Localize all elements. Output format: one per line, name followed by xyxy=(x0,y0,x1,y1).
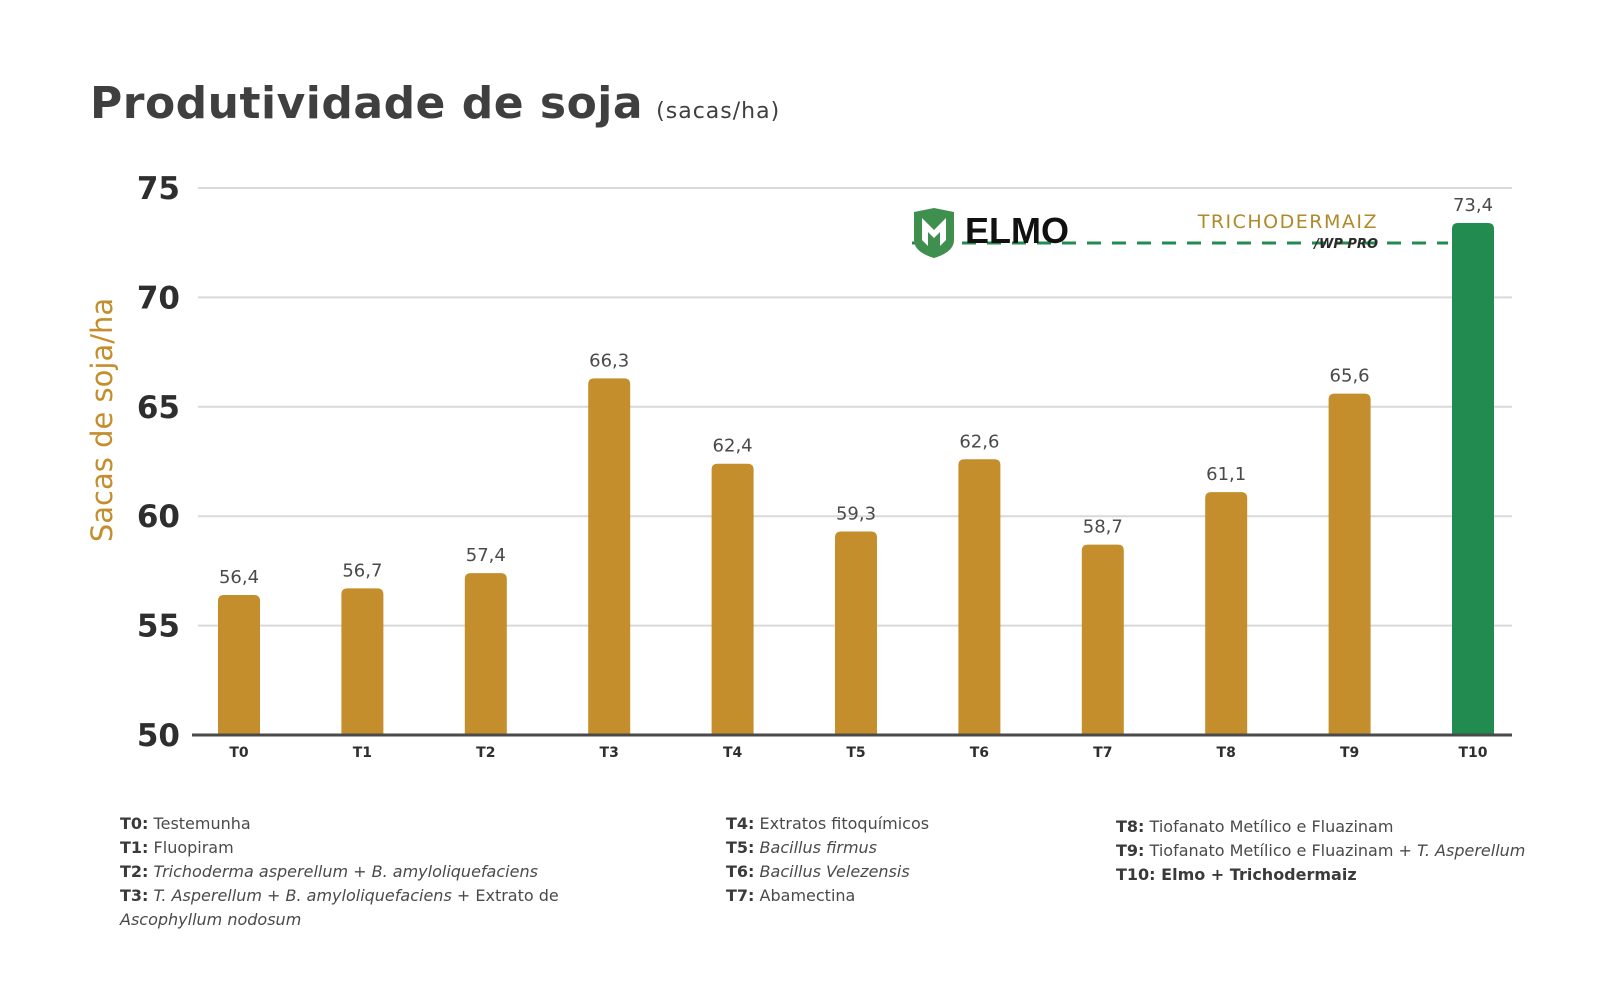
y-tick-label: 65 xyxy=(137,390,180,426)
bar-value-label: 61,1 xyxy=(1206,464,1246,485)
bar-chart: 50 55 60 65 70 75 Sacas de soja/ha 56,4 56,7 57… xyxy=(85,171,1512,761)
y-tick-label: 75 xyxy=(137,171,180,207)
bar-value-label: 66,3 xyxy=(589,350,629,371)
legend-item: T0: Testemunha xyxy=(120,812,560,836)
chart-title: Produtividade de soja (sacas/ha) xyxy=(90,78,780,129)
legend-column-1: T0: Testemunha T1: Fluopiram T2: Trichoder… xyxy=(120,812,560,932)
legend-item-code: T9: xyxy=(1116,841,1145,860)
legend-item-code: T5: xyxy=(726,838,755,857)
legend-item: T7: Abamectina xyxy=(726,884,929,908)
legend-item-code: T0: xyxy=(120,814,149,833)
x-tick-label: T2 xyxy=(476,745,495,761)
chart-title-main: Produtividade de soja xyxy=(90,78,644,129)
trichodermaiz-logo-text: TRICHODERMAIZ xyxy=(1197,211,1378,233)
legend-item-text: Tiofanato Metílico e Fluazinam xyxy=(1149,817,1394,836)
bar xyxy=(1081,544,1124,735)
bar xyxy=(341,588,384,735)
x-tick-label: T3 xyxy=(600,745,619,761)
chart-title-unit: (sacas/ha) xyxy=(656,99,781,124)
legend-item-text: Bacillus Velezensis xyxy=(759,862,910,881)
legend-item-text: Extratos fitoquímicos xyxy=(759,814,930,833)
elmo-logo-text: ELMO xyxy=(965,210,1069,251)
elmo-logo: ELMO xyxy=(914,208,1069,258)
x-axis-ticks: T0 T1 T2 T3 T4 T5 T6 T7 T8 T9 T10 xyxy=(229,745,1487,761)
bar-value-label: 65,6 xyxy=(1330,366,1370,387)
legend-item-code: T6: xyxy=(726,862,755,881)
legend-item: T9: Tiofanato Metílico e Fluazinam + T. … xyxy=(1116,839,1525,863)
bar xyxy=(958,459,1001,735)
y-tick-label: 70 xyxy=(137,280,180,316)
x-tick-label: T6 xyxy=(970,745,989,761)
bar xyxy=(218,594,260,735)
legend-item: T4: Extratos fitoquímicos xyxy=(726,812,929,836)
x-tick-label: T10 xyxy=(1458,745,1487,761)
legend-item: T8: Tiofanato Metílico e Fluazinam xyxy=(1116,815,1525,839)
trichodermaiz-logo: TRICHODERMAIZ /WP PRO xyxy=(1197,211,1378,252)
legend-item: T3: T. Asperellum + B. amyloliquefaciens… xyxy=(120,884,560,932)
legend-item: T6: Bacillus Velezensis xyxy=(726,860,929,884)
legend-item-text: Fluopiram xyxy=(153,838,234,857)
bar-value-label: 58,7 xyxy=(1083,517,1123,538)
legend-item-text: Abamectina xyxy=(759,886,856,905)
legend-item-text: Elmo + Trichodermaiz xyxy=(1161,865,1357,884)
x-tick-label: T4 xyxy=(723,745,743,761)
legend-item-code: T4: xyxy=(726,814,755,833)
legend-item-text: T. Asperellum + B. amyloliquefaciens + E… xyxy=(120,886,559,929)
bar xyxy=(588,378,631,735)
legend-column-3: T8: Tiofanato Metílico e Fluazinam T9: Ti… xyxy=(1116,815,1525,887)
legend-item: T1: Fluopiram xyxy=(120,836,560,860)
bar xyxy=(1205,492,1248,735)
legend-item-code: T7: xyxy=(726,886,755,905)
legend-item-text: Testemunha xyxy=(153,814,251,833)
bars xyxy=(218,223,1494,735)
bar-value-label: 57,4 xyxy=(466,545,506,566)
x-tick-label: T5 xyxy=(846,745,865,761)
legend-item-code: T8: xyxy=(1116,817,1145,836)
bar xyxy=(835,531,877,735)
legend-item: T5: Bacillus firmus xyxy=(726,836,929,860)
bar-value-label: 73,4 xyxy=(1453,195,1493,216)
legend-item-text: Bacillus firmus xyxy=(759,838,877,857)
legend-item-code: T3: xyxy=(120,886,149,905)
legend-item-code: T2: xyxy=(120,862,149,881)
bar-value-label: 62,6 xyxy=(959,431,999,452)
bar xyxy=(711,463,754,735)
bar-value-label: 56,7 xyxy=(342,560,382,581)
x-tick-label: T7 xyxy=(1093,745,1112,761)
legend-item-code: T1: xyxy=(120,838,149,857)
bar-value-label: 59,3 xyxy=(836,504,876,525)
y-tick-label: 55 xyxy=(137,609,180,645)
y-axis-ticks: 50 55 60 65 70 75 xyxy=(137,171,180,754)
bar-value-label: 62,4 xyxy=(713,436,753,457)
bar xyxy=(1452,223,1494,735)
x-tick-label: T9 xyxy=(1340,745,1359,761)
legend-item-code: T10: xyxy=(1116,865,1156,884)
bar-value-label: 56,4 xyxy=(219,567,259,588)
legend-item-text: Trichoderma asperellum + B. amyloliquefa… xyxy=(153,862,538,881)
legend-item: T10: Elmo + Trichodermaiz xyxy=(1116,863,1525,887)
x-tick-label: T8 xyxy=(1217,745,1236,761)
x-tick-label: T0 xyxy=(229,745,249,761)
legend-item-text: Tiofanato Metílico e Fluazinam + T. Aspe… xyxy=(1149,841,1526,860)
bar-value-labels: 56,4 56,7 57,4 66,3 62,4 59,3 62,6 58,7 61,1 65,6… xyxy=(219,195,1493,588)
y-tick-label: 60 xyxy=(137,499,180,535)
trichodermaiz-logo-subtext: /WP PRO xyxy=(1312,237,1378,252)
bar xyxy=(464,573,507,735)
legend-column-2: T4: Extratos fitoquímicos T5: Bacillus fi… xyxy=(726,812,929,908)
bar xyxy=(1328,393,1371,735)
legend-item: T2: Trichoderma asperellum + B. amyloliq… xyxy=(120,860,560,884)
y-axis-label: Sacas de soja/ha xyxy=(85,298,119,542)
elmo-helmet-icon xyxy=(914,208,954,258)
x-tick-label: T1 xyxy=(353,745,372,761)
y-tick-label: 50 xyxy=(137,718,180,754)
